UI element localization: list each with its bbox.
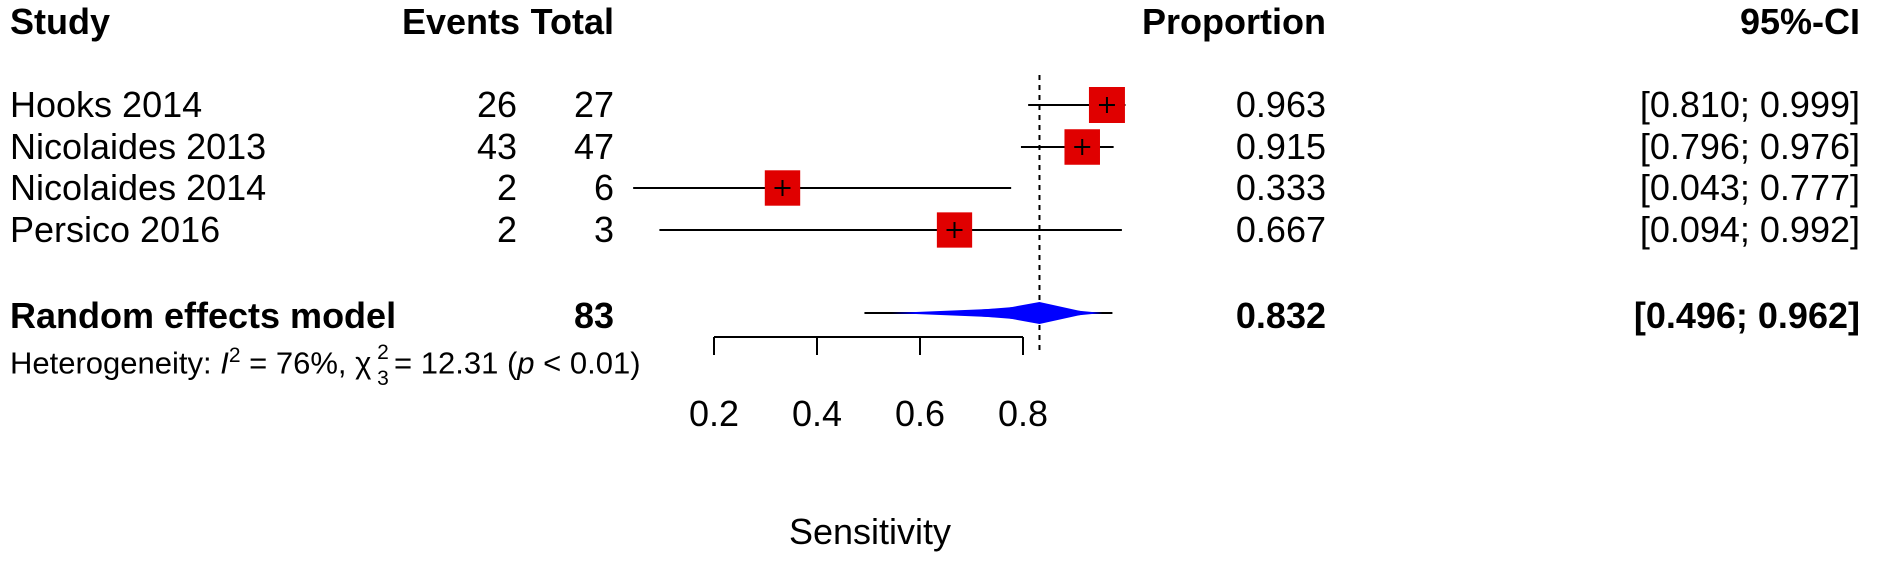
pooled-label: Random effects model	[10, 295, 397, 336]
header-ci: 95%-CI	[1739, 1, 1860, 42]
study-total: 3	[593, 209, 614, 250]
study-ci: [0.043; 0.777]	[1639, 167, 1860, 208]
i-squared-value: = 76%,	[240, 345, 356, 381]
i-squared-sup: 2	[228, 344, 241, 367]
study-proportion: 0.667	[1235, 209, 1326, 250]
study-total: 27	[573, 84, 614, 125]
study-label: Hooks 2014	[10, 84, 203, 125]
study-label: Nicolaides 2013	[10, 126, 267, 167]
study-label: Persico 2016	[10, 209, 221, 250]
study-proportion: 0.915	[1235, 126, 1326, 167]
pooled-ci: [0.496; 0.962]	[1633, 295, 1860, 336]
header-events: Events	[401, 1, 520, 42]
heterogeneity-prefix: Heterogeneity:	[10, 345, 221, 381]
pooled-total: 83	[573, 295, 614, 336]
study-events: 43	[476, 126, 517, 167]
p-symbol: p	[517, 345, 535, 381]
study-events: 2	[496, 209, 517, 250]
x-axis-tick-label: 0.6	[895, 393, 945, 434]
header-proportion: Proportion	[1142, 1, 1326, 42]
study-total: 47	[573, 126, 614, 167]
study-proportion: 0.333	[1235, 167, 1326, 208]
x-axis-tick-label: 0.2	[689, 393, 739, 434]
study-proportion: 0.963	[1235, 84, 1326, 125]
study-ci: [0.796; 0.976]	[1639, 126, 1860, 167]
study-total: 6	[593, 167, 614, 208]
header-total: Total	[530, 1, 614, 42]
chi-sub: 3	[377, 367, 389, 391]
study-label: Nicolaides 2014	[10, 167, 267, 208]
x-axis-tick-label: 0.4	[792, 393, 842, 434]
header-study: Study	[10, 1, 111, 42]
i-squared-symbol: I	[220, 345, 229, 381]
study-events: 2	[496, 167, 517, 208]
pooled-diamond	[979, 302, 1090, 324]
chi-squared-value: = 12.31 (	[385, 345, 518, 381]
chi-symbol: χ	[355, 345, 372, 381]
pooled-proportion: 0.832	[1235, 295, 1326, 336]
p-value: < 0.01)	[534, 345, 641, 381]
chi-sup: 2	[377, 341, 389, 365]
study-ci: [0.094; 0.992]	[1639, 209, 1860, 250]
x-axis-tick-label: 0.8	[998, 393, 1048, 434]
study-events: 26	[476, 84, 517, 125]
x-axis-label: Sensitivity	[788, 511, 952, 552]
study-ci: [0.810; 0.999]	[1639, 84, 1860, 125]
